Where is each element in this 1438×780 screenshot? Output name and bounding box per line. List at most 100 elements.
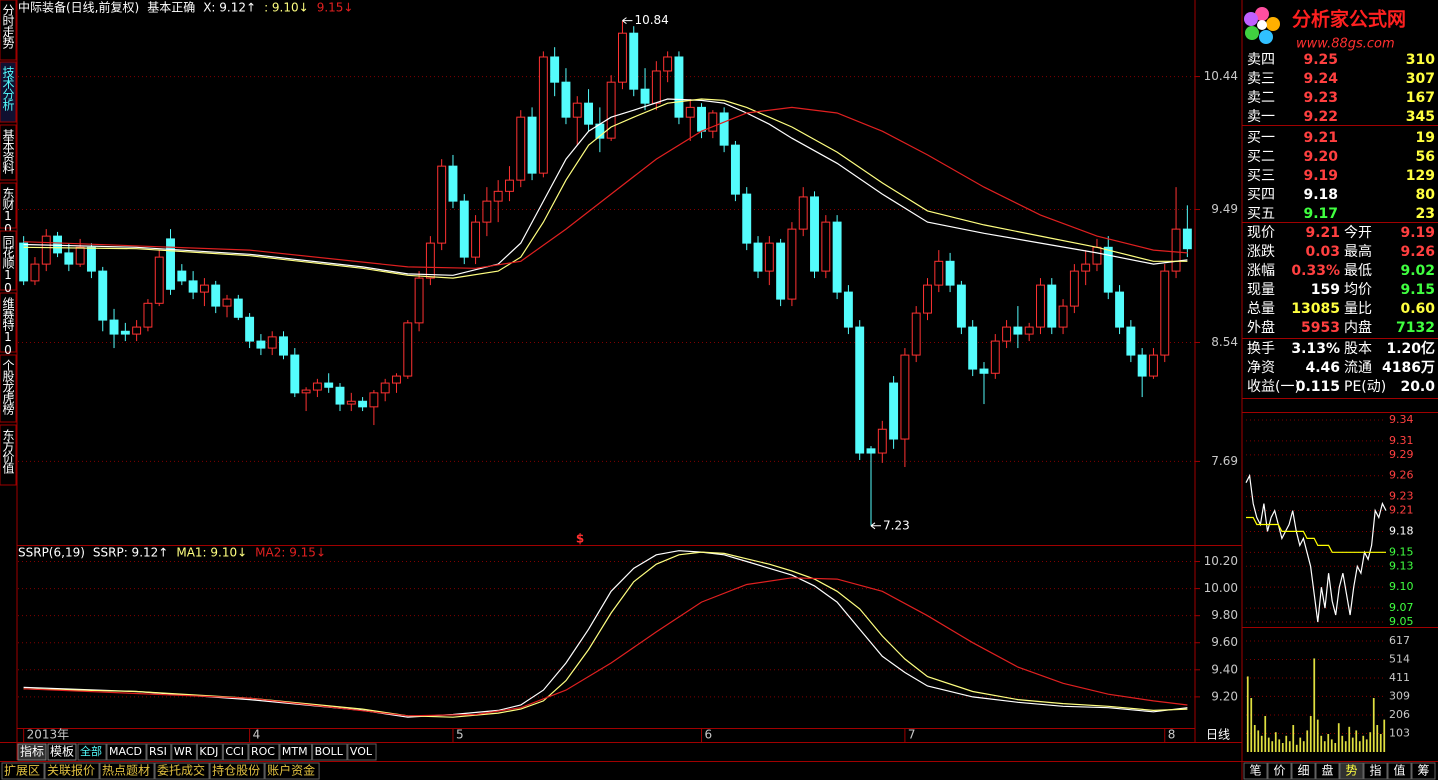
volume-bar — [1316, 719, 1319, 752]
side-tab-label[interactable]: 个股龙虎榜 — [1, 359, 15, 416]
indicator-tab[interactable]: CCI — [225, 745, 244, 758]
x-tick-label: 4 — [253, 728, 261, 742]
toolbar-tab-label[interactable]: 指标 — [20, 744, 44, 759]
indicator-tab[interactable]: MACD — [109, 745, 142, 758]
volume-bar — [1292, 725, 1295, 752]
candle-body — [516, 116, 526, 181]
side-tab-label[interactable]: 技术分析 — [1, 66, 15, 112]
right-tab[interactable] — [1315, 762, 1340, 780]
side-tab[interactable] — [0, 0, 17, 61]
right-tab[interactable] — [1363, 762, 1388, 780]
right-tab-label[interactable]: 值 — [1393, 763, 1405, 778]
candle-body — [1069, 270, 1079, 307]
volume-bar — [1295, 744, 1298, 752]
indicator-tab[interactable]: ROC — [251, 745, 275, 758]
bottom-tab[interactable]: 委托成交 — [157, 763, 205, 778]
candle-body — [86, 246, 96, 272]
y-tick-label: 9.07 — [1389, 601, 1414, 614]
series-line — [1246, 516, 1386, 553]
side-tab[interactable] — [0, 424, 17, 486]
bottom-tab[interactable]: 热点题材 — [102, 764, 150, 778]
x-tick-label: 6 — [705, 728, 713, 742]
toolbar-tab[interactable] — [17, 743, 47, 761]
right-tab[interactable] — [1243, 762, 1268, 780]
right-tab[interactable] — [1267, 762, 1292, 780]
candle-body — [335, 386, 345, 405]
bottom-tab[interactable]: 账户资金 — [267, 763, 315, 778]
right-tab-label[interactable]: 细 — [1297, 764, 1309, 778]
y-tick-label: 206 — [1389, 708, 1410, 721]
logo[interactable]: 分析家公式网 www.88gs.com — [1243, 0, 1438, 56]
side-tab-label[interactable]: 基本资料 — [1, 129, 15, 174]
volume-bar — [1306, 730, 1309, 752]
candle-body — [437, 165, 447, 244]
side-tab[interactable] — [0, 292, 17, 353]
y-tick-label: 9.26 — [1389, 469, 1414, 482]
right-tab[interactable] — [1339, 762, 1364, 780]
volume-bar — [1330, 739, 1333, 752]
candle-body — [900, 354, 910, 440]
candle-body — [550, 56, 560, 83]
candle-body — [1103, 246, 1113, 293]
candle-body — [1002, 326, 1012, 342]
volume-bar — [1288, 741, 1291, 752]
toolbar-tab[interactable] — [47, 743, 77, 761]
quote-label: 今开 — [1344, 225, 1372, 241]
quote-value: 3.13% — [1291, 341, 1340, 357]
indicator-tab[interactable]: MTM — [282, 745, 308, 758]
quote-value: 1.20亿 — [1386, 340, 1435, 357]
volume-bar — [1274, 732, 1277, 752]
right-tab[interactable] — [1411, 762, 1436, 780]
side-tab-label[interactable]: 东方价值 — [1, 429, 15, 475]
right-tab-label[interactable]: 盘 — [1321, 763, 1333, 778]
candle-body — [471, 221, 481, 258]
bottom-tab[interactable]: 扩展区 — [4, 764, 40, 778]
book-label: 卖二 — [1247, 90, 1275, 106]
y-tick-label: 9.20 — [1211, 689, 1238, 703]
volume-bar — [1362, 735, 1365, 752]
right-tab-label[interactable]: 指 — [1369, 763, 1381, 778]
x-tick-label: 7 — [908, 728, 916, 742]
extreme-label: 10.84 — [634, 13, 668, 27]
side-tab-label[interactable]: 维赛特10 — [1, 297, 15, 356]
side-tab[interactable] — [0, 182, 17, 229]
candle-body — [923, 284, 932, 314]
right-tab-label[interactable]: 势 — [1345, 764, 1357, 778]
bottom-tab[interactable]: 关联报价 — [47, 763, 95, 778]
side-tab[interactable] — [0, 354, 17, 423]
indicator-tab[interactable]: KDJ — [199, 745, 218, 758]
side-tab[interactable] — [0, 230, 17, 291]
y-tick-label: 309 — [1389, 689, 1410, 702]
side-tab-label[interactable]: 同花顺10 — [1, 235, 15, 294]
indicator-tab[interactable]: WR — [174, 745, 193, 758]
quote-value: 0.115 — [1296, 379, 1340, 395]
right-tab-label[interactable]: 笔 — [1249, 763, 1261, 778]
right-tab-label[interactable]: 筹 — [1417, 764, 1429, 778]
right-tab[interactable] — [1291, 762, 1316, 780]
toolbar-tab-label[interactable]: 模板 — [50, 745, 74, 759]
bottom-tab-box — [1, 762, 45, 780]
candle-body — [245, 316, 255, 342]
volume-bar — [1369, 732, 1372, 752]
indicator-tab[interactable]: VOL — [350, 745, 373, 758]
quote-value: 9.21 — [1305, 225, 1340, 241]
indicator-tab[interactable]: 全部 — [80, 744, 102, 758]
candle-body — [877, 428, 887, 454]
period-label[interactable]: 日线 — [1206, 728, 1230, 742]
bottom-tab[interactable]: 持仓股份 — [212, 763, 260, 778]
side-tab-label[interactable]: 东财10 — [1, 187, 15, 235]
side-tab[interactable] — [0, 124, 17, 181]
right-tab[interactable] — [1387, 762, 1412, 780]
y-tick-label: 103 — [1389, 726, 1410, 739]
volume-bar — [1299, 737, 1302, 752]
indicator-tab[interactable]: RSI — [149, 745, 167, 758]
candle-body — [493, 190, 503, 202]
right-tab-label[interactable]: 价 — [1273, 764, 1285, 778]
side-tab-label[interactable]: 分时走势 — [1, 4, 15, 49]
volume-bar — [1379, 734, 1382, 752]
side-tab[interactable] — [0, 61, 17, 123]
indicator-tab[interactable]: BOLL — [315, 745, 344, 758]
price-chart: 10.44 9.49 8.54 7.69 2013年 4 5 6 7 8 10.84 7.23 $ 中际装… — [18, 0, 1238, 742]
